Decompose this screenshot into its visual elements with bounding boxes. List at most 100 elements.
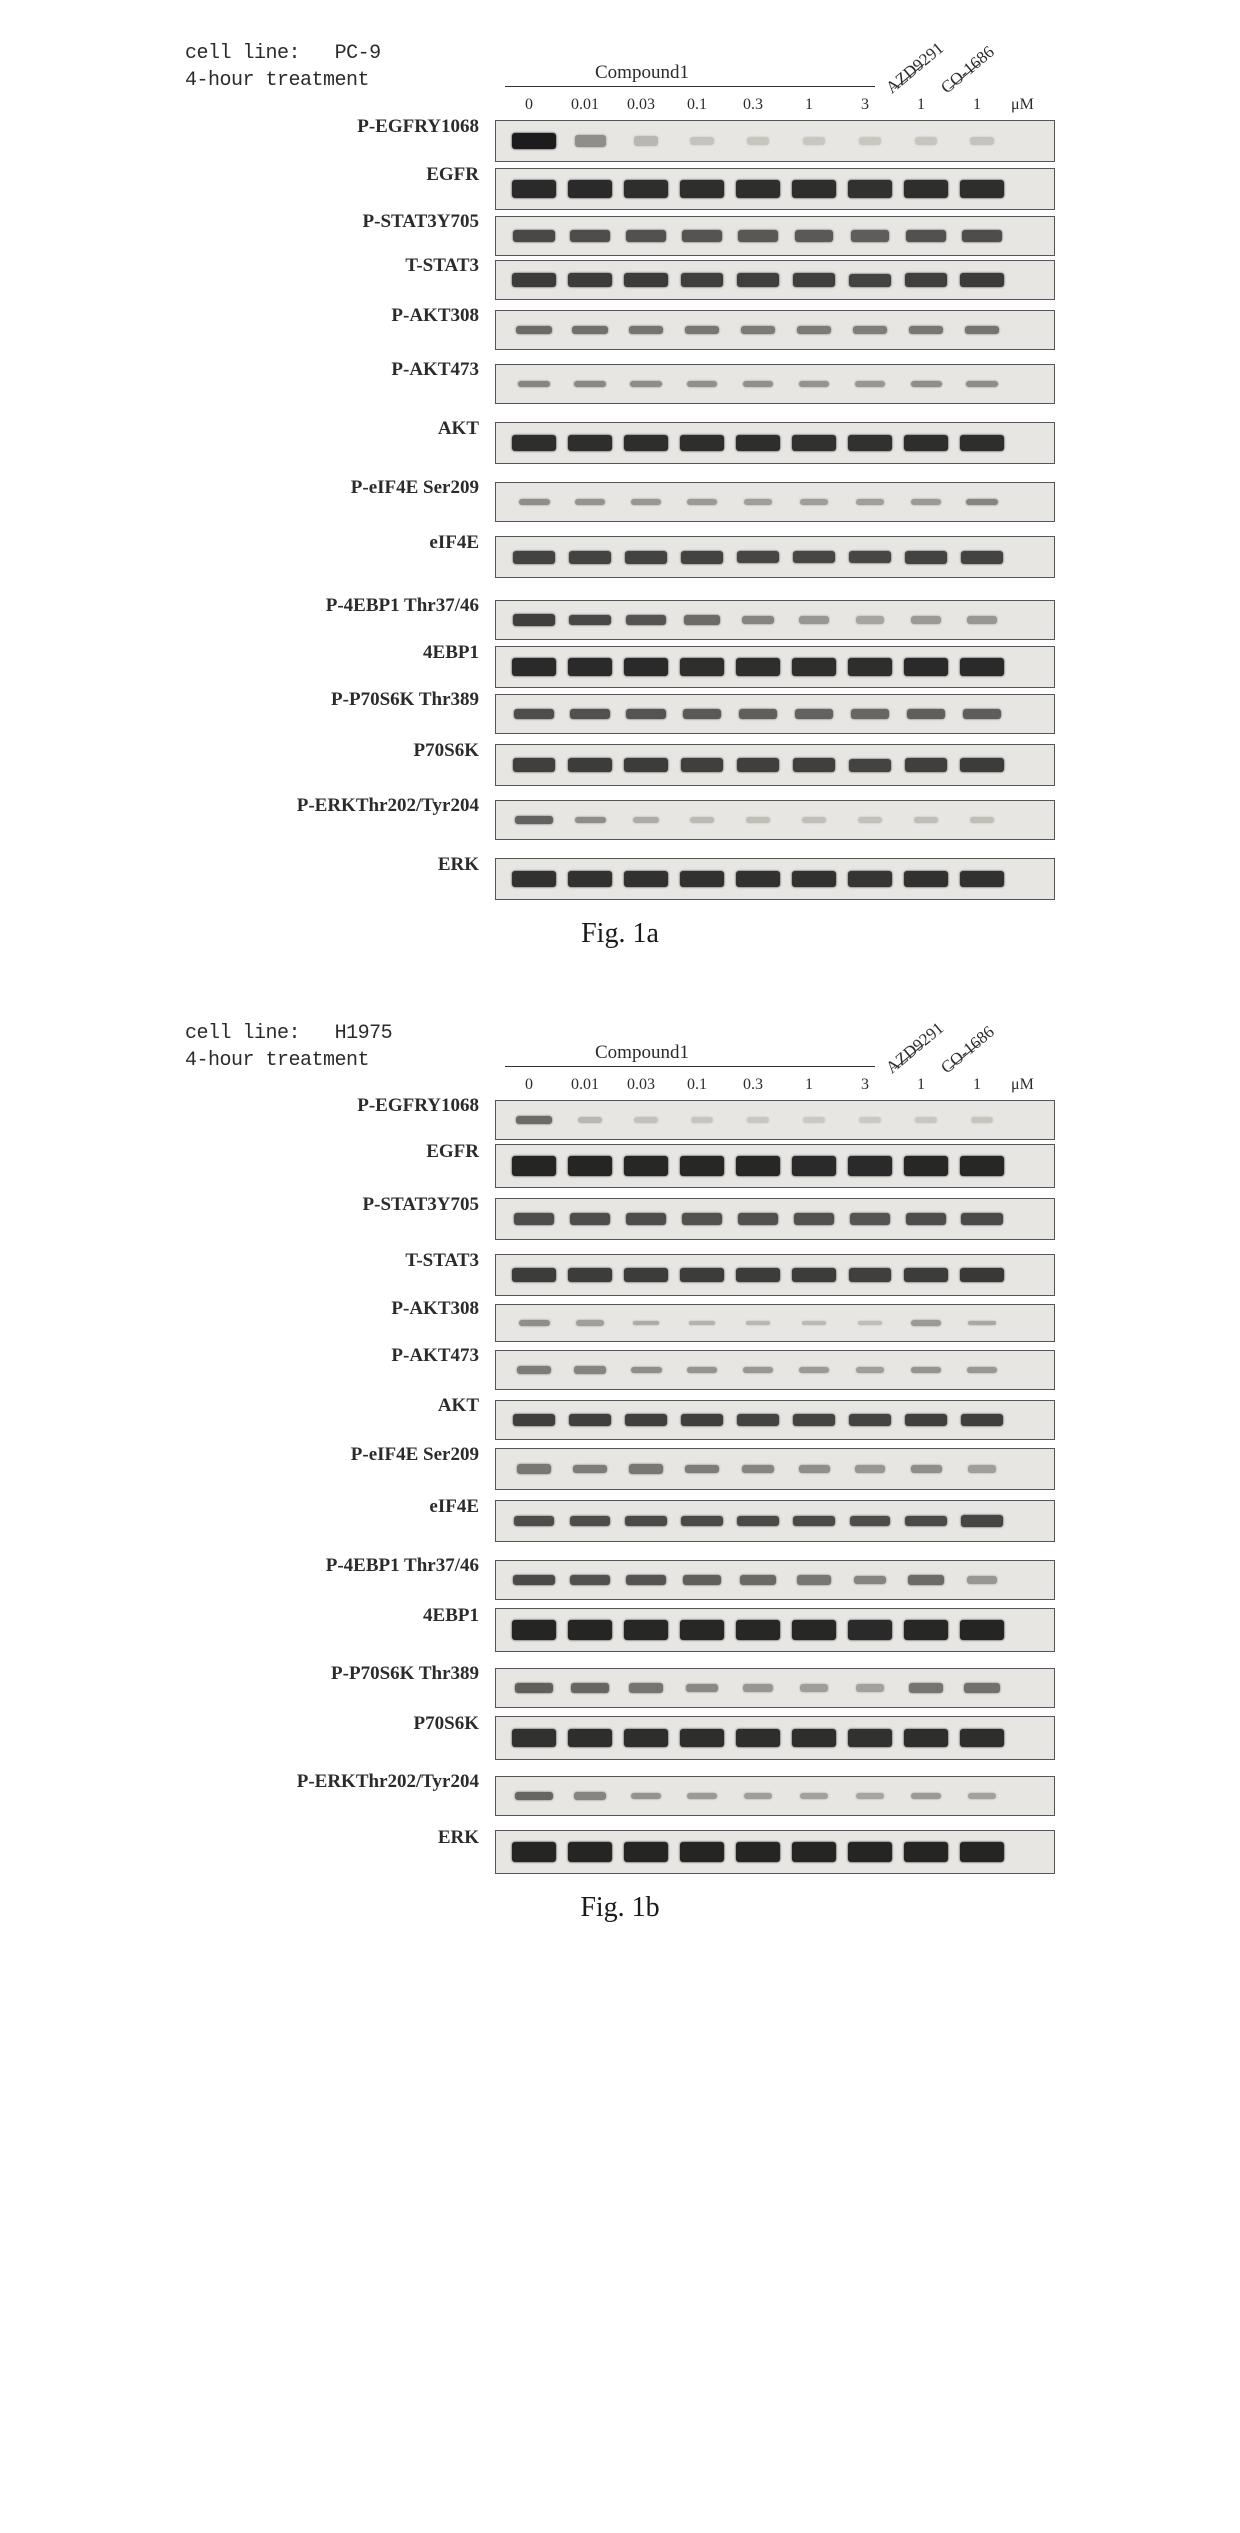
blot-lane <box>674 435 730 451</box>
blot-lane <box>898 1117 954 1122</box>
blot-lane <box>786 616 842 624</box>
blot-band <box>967 616 997 624</box>
blot-band <box>909 1683 944 1692</box>
blot-lane <box>898 1156 954 1176</box>
blot-band <box>680 1620 724 1640</box>
blot-band <box>849 1268 892 1281</box>
blot-lane <box>898 1575 954 1585</box>
blot-band <box>519 499 550 505</box>
blot-lane <box>562 758 618 771</box>
blot-lane <box>786 817 842 822</box>
blot-band <box>682 1213 722 1225</box>
concentration-value: 1 <box>781 1076 837 1094</box>
blot-lane <box>730 551 786 564</box>
blot-lane <box>786 230 842 242</box>
blot-band <box>848 1620 892 1640</box>
blot-band <box>683 1575 721 1585</box>
blot-band <box>681 273 724 286</box>
blot-band <box>850 1516 891 1527</box>
panel-b-right-column: Compound1 AZD9291 CO-1686 00.010.030.10.… <box>495 1020 1055 1874</box>
protein-label: P-4EBP1 Thr37/46 <box>185 1546 479 1586</box>
protein-label: P-P70S6K Thr389 <box>185 680 479 720</box>
blot-band <box>848 180 892 198</box>
blot-lane <box>618 817 674 823</box>
blot-band <box>736 1156 780 1176</box>
blot-lane <box>674 1620 730 1640</box>
blot-lane <box>562 1320 618 1325</box>
blot-lane <box>954 551 1010 564</box>
blot-lane <box>674 1516 730 1527</box>
blot-band <box>629 326 664 334</box>
blot-band <box>855 381 885 386</box>
blot-lane <box>618 1321 674 1326</box>
blot-band <box>968 1793 996 1799</box>
protein-label: P70S6K <box>185 730 479 772</box>
concentration-value: 0.1 <box>669 1076 725 1094</box>
blot-lane <box>506 614 562 625</box>
panel-a-content: cell line: PC-9 4-hour treatment P-EGFRY… <box>185 40 1055 900</box>
blot-lane <box>954 871 1010 887</box>
panel-b-protein-labels: P-EGFRY1068EGFRP-STAT3Y705T-STAT3P-AKT30… <box>185 1086 485 1860</box>
compound-underline <box>505 1066 875 1067</box>
blot-lane <box>730 817 786 822</box>
blot-lane <box>954 817 1010 822</box>
blot-band <box>513 230 554 243</box>
blot-band <box>680 871 724 887</box>
blot-band <box>738 1213 778 1225</box>
blot-band <box>574 381 606 387</box>
blot-lane <box>674 658 730 676</box>
blot-band <box>737 1516 778 1527</box>
blot-band <box>904 435 948 451</box>
blot-band <box>793 1414 835 1425</box>
blot-band <box>680 1268 723 1281</box>
blot-band <box>681 758 724 771</box>
blot-lane <box>786 871 842 887</box>
blot-band <box>687 1793 716 1800</box>
blot-band <box>743 1367 773 1374</box>
protein-label: T-STAT3 <box>185 246 479 286</box>
blot-band <box>683 709 722 719</box>
cell-line-label: cell line: <box>185 42 300 65</box>
blot-band <box>513 758 556 771</box>
blot-band <box>970 137 993 145</box>
blot-lane <box>506 551 562 564</box>
blot-lane <box>674 1367 730 1374</box>
protein-label: ERK <box>185 844 479 886</box>
blot-lane <box>786 273 842 286</box>
blot-band <box>515 1683 553 1693</box>
blot-lane <box>954 709 1010 719</box>
blot-lane <box>898 326 954 334</box>
blot-lane <box>954 1793 1010 1799</box>
blot-lane <box>954 1620 1010 1640</box>
protein-label: P-ERKThr202/Tyr204 <box>185 786 479 826</box>
blot-band <box>961 1515 1003 1526</box>
blot-band <box>573 1465 607 1474</box>
protein-label: P-4EBP1 Thr37/46 <box>185 586 479 626</box>
blot-lane <box>954 1156 1010 1176</box>
blot-band <box>680 1156 724 1176</box>
panel-b-concentrations: 00.010.030.10.31311μM <box>501 1073 1061 1097</box>
blot-band <box>568 658 612 676</box>
blot-band <box>799 1367 828 1374</box>
blot-lane <box>674 1321 730 1326</box>
blot-lane <box>562 273 618 286</box>
blot-band <box>574 1792 606 1799</box>
blot-row <box>495 1608 1055 1652</box>
blot-lane <box>898 1320 954 1325</box>
blot-band <box>904 871 948 887</box>
concentration-value: 1 <box>949 1076 1005 1094</box>
blot-lane <box>786 137 842 145</box>
blot-row <box>495 1448 1055 1490</box>
blot-band <box>624 1729 668 1747</box>
blot-band <box>687 1367 717 1374</box>
protein-label: P-eIF4E Ser209 <box>185 468 479 508</box>
blot-band <box>961 1213 1002 1226</box>
blot-lane <box>562 135 618 146</box>
blot-lane <box>506 1366 562 1373</box>
blot-lane <box>842 326 898 333</box>
blot-band <box>792 658 836 676</box>
protein-label: 4EBP1 <box>185 632 479 674</box>
blot-lane <box>506 1213 562 1226</box>
blot-lane <box>954 1117 1010 1122</box>
panel-b-cell-info: cell line: H1975 4-hour treatment <box>185 1020 485 1074</box>
